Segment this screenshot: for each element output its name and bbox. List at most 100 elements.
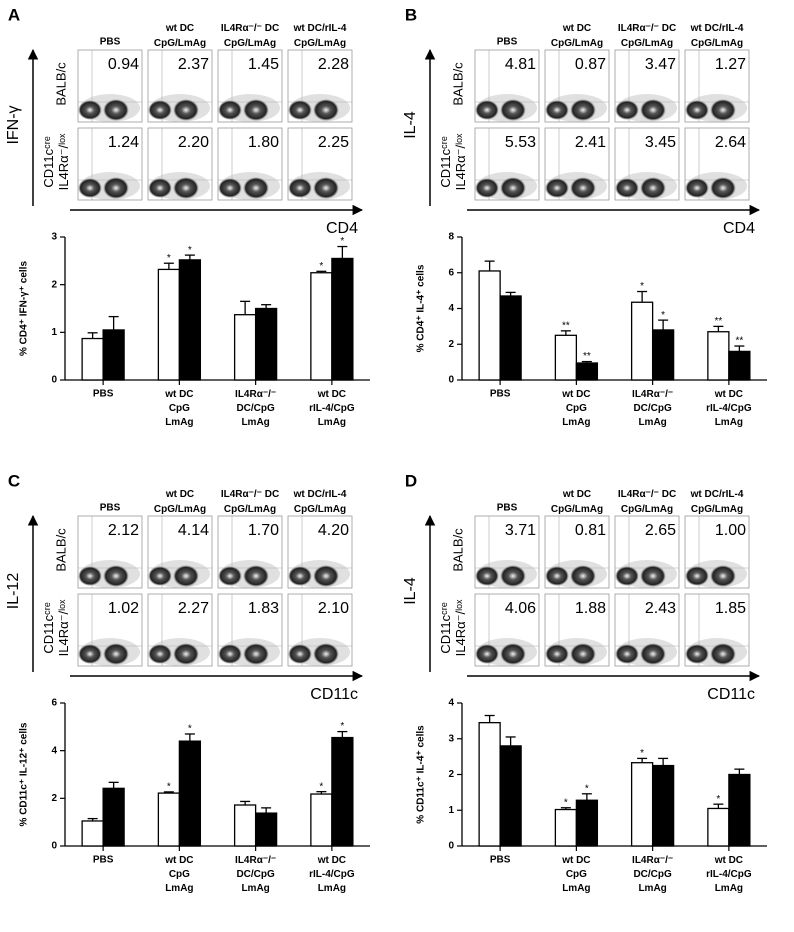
- x-marker: CD11c: [310, 686, 358, 703]
- error-bar: [581, 793, 592, 801]
- error-bar: [87, 817, 98, 821]
- flow-plot: 1.88: [544, 593, 610, 667]
- error-bar: [240, 300, 251, 315]
- column-header: IL4Rα⁻/⁻ DC CpG/LmAg: [618, 489, 676, 515]
- panel: C PBS wt DC CpG/LmAg IL4Rα⁻/⁻ DC CpG/LmAg wt D…: [5, 471, 370, 894]
- y-marker: IFN-γ: [5, 105, 22, 144]
- error-bar: [713, 803, 724, 809]
- cell-cluster: [103, 99, 129, 121]
- cell-cluster: [103, 177, 129, 199]
- significance-marker: *: [564, 797, 568, 808]
- bar: [630, 762, 654, 847]
- bar: [554, 808, 578, 847]
- panel-letter: A: [8, 5, 20, 24]
- y-tick-label: 2: [51, 793, 57, 804]
- flow-plot: 2.10: [287, 593, 353, 667]
- flow-plot: 1.45: [217, 49, 283, 123]
- cell-cluster: [710, 565, 736, 587]
- y-tick-label: 4: [448, 698, 454, 709]
- y-tick-label: 6: [448, 267, 454, 278]
- cell-cluster: [570, 643, 596, 665]
- y-tick-label: 1: [51, 327, 57, 338]
- significance-marker: *: [167, 782, 171, 793]
- error-bar: [637, 290, 648, 303]
- column-header: PBS: [497, 503, 518, 514]
- row-label: CD11cᶜʳᵉIL4Rα⁻/ˡᵒˣ: [438, 599, 468, 656]
- gate-percentage: 2.12: [108, 522, 139, 539]
- error-bar: [734, 768, 745, 775]
- x-tick-label: wt DC CpG LmAg: [561, 389, 590, 428]
- cell-cluster: [243, 177, 269, 199]
- y-tick-label: 8: [448, 232, 454, 243]
- error-bar: [658, 319, 669, 330]
- error-bar: [163, 791, 174, 794]
- column-header: IL4Rα⁻/⁻ DC CpG/LmAg: [221, 489, 279, 515]
- cell-cluster: [475, 566, 499, 586]
- significance-marker: *: [340, 721, 344, 732]
- gate-percentage: 2.43: [645, 600, 676, 617]
- cell-cluster: [710, 643, 736, 665]
- significance-marker: *: [340, 236, 344, 247]
- row-label: CD11cᶜʳᵉIL4Rα⁻/ˡᵒˣ: [41, 599, 71, 656]
- bar: [331, 257, 354, 381]
- error-bar: [505, 291, 516, 296]
- gate-percentage: 4.14: [178, 522, 209, 539]
- flow-plot: 1.85: [684, 593, 750, 667]
- bar: [575, 362, 599, 381]
- y-axis-label: % CD11c⁺ IL-4⁺ cells: [416, 725, 427, 824]
- bar: [554, 334, 578, 381]
- cell-cluster: [640, 643, 666, 665]
- y-tick-label: 2: [448, 339, 454, 350]
- error-bar: [734, 345, 745, 352]
- bar: [157, 268, 181, 381]
- flow-plot: 3.47: [614, 49, 680, 123]
- row-label: CD11cᶜʳᵉIL4Rα⁻/ˡᵒˣ: [438, 133, 468, 190]
- flow-plot: 4.06: [474, 593, 540, 667]
- significance-marker: *: [319, 261, 323, 272]
- bar: [178, 740, 202, 847]
- bar: [233, 314, 257, 381]
- cell-cluster: [570, 177, 596, 199]
- cell-cluster: [78, 644, 102, 664]
- cell-cluster: [148, 100, 172, 120]
- y-tick-label: 6: [51, 698, 57, 709]
- cell-cluster: [640, 565, 666, 587]
- x-tick-label: wt DC CpG LmAg: [164, 855, 193, 894]
- error-bar: [184, 254, 195, 260]
- y-tick-label: 0: [448, 375, 454, 386]
- y-marker: IL-4: [402, 577, 419, 605]
- panel: B PBS wt DC CpG/LmAg IL4Rα⁻/⁻ DC CpG/LmAg wt D…: [402, 5, 767, 428]
- flow-plot: 0.81: [544, 515, 610, 589]
- flow-plot: 2.37: [147, 49, 213, 123]
- significance-marker: *: [640, 748, 644, 759]
- gate-percentage: 3.71: [505, 522, 536, 539]
- cell-cluster: [313, 99, 339, 121]
- x-marker: CD4: [326, 220, 358, 237]
- flow-plot: 2.27: [147, 593, 213, 667]
- error-bar: [581, 360, 592, 364]
- error-bar: [658, 757, 669, 766]
- column-header: wt DC/rIL-4 CpG/LmAg: [690, 489, 744, 515]
- column-header: wt DC CpG/LmAg: [551, 23, 603, 49]
- y-axis-label: % CD4⁺ IFN-γ⁺ cells: [19, 261, 30, 356]
- gate-percentage: 2.27: [178, 600, 209, 617]
- y-tick-label: 1: [448, 805, 454, 816]
- cell-cluster: [710, 177, 736, 199]
- column-header: wt DC/rIL-4 CpG/LmAg: [293, 23, 347, 49]
- error-bar: [713, 325, 724, 332]
- cell-cluster: [545, 100, 569, 120]
- cell-cluster: [288, 566, 312, 586]
- cell-cluster: [243, 643, 269, 665]
- flow-plot: 2.41: [544, 127, 610, 201]
- bar: [707, 331, 730, 381]
- gate-percentage: 4.06: [505, 600, 536, 617]
- significance-marker: *: [319, 781, 323, 792]
- bar: [478, 722, 501, 847]
- flow-plot: 2.20: [147, 127, 213, 201]
- flow-plot: 3.45: [614, 127, 680, 201]
- flow-plot: 2.25: [287, 127, 353, 201]
- significance-marker: **: [735, 336, 743, 347]
- gate-percentage: 0.81: [575, 522, 606, 539]
- bar: [81, 337, 104, 381]
- cell-cluster: [545, 566, 569, 586]
